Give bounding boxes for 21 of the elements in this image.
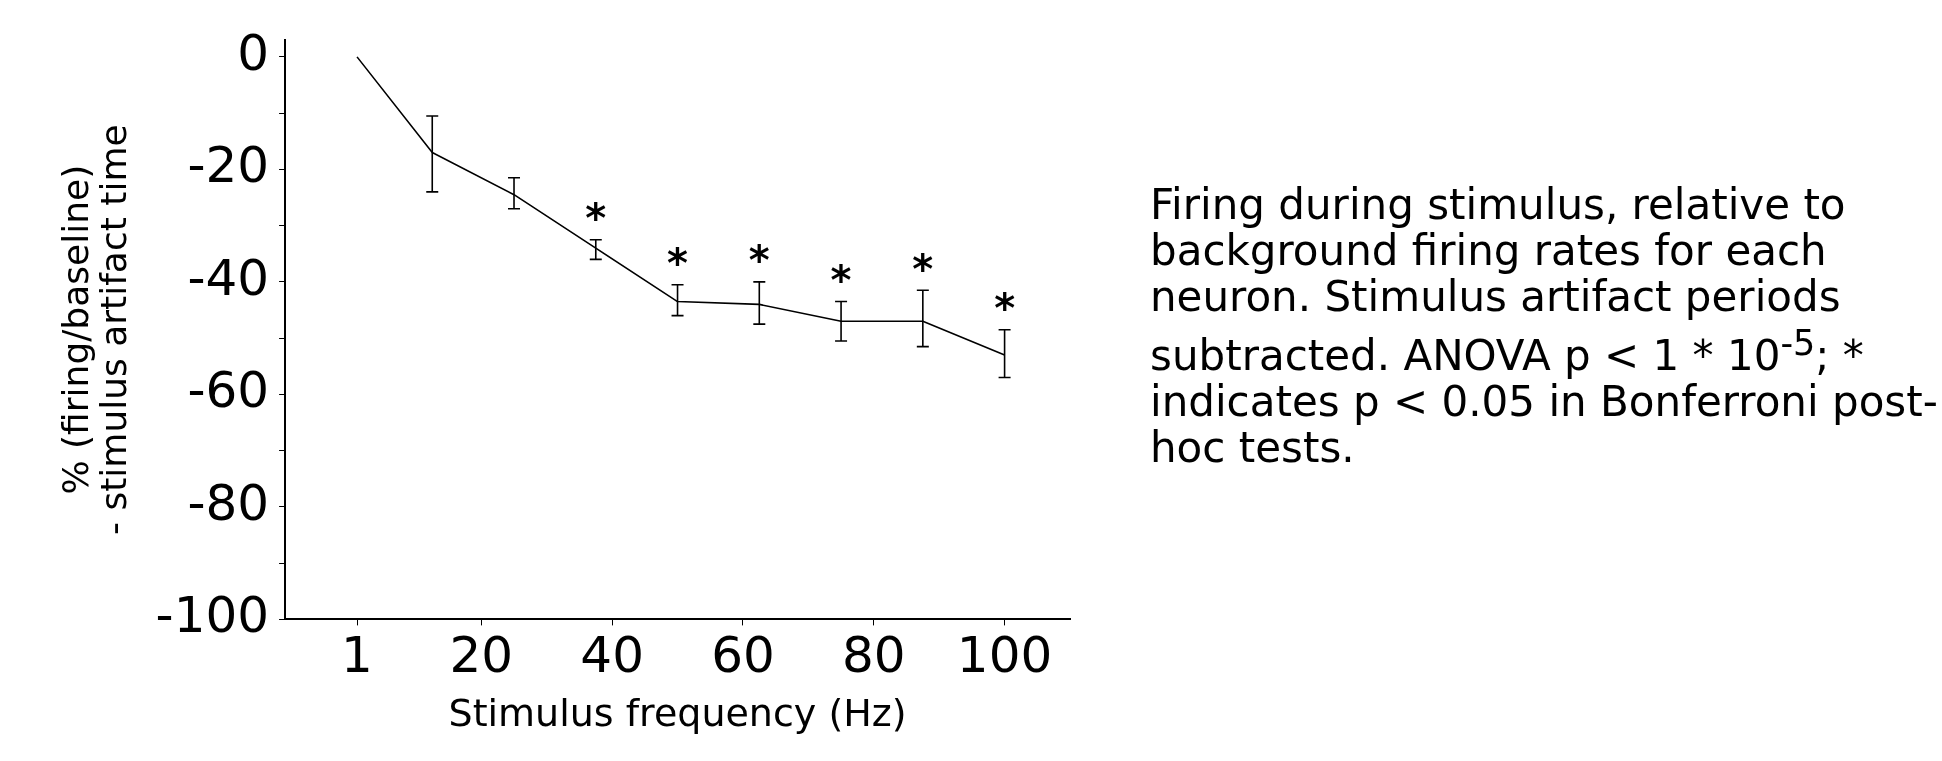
y-tick-label: -20 xyxy=(187,136,270,195)
x-tick-label: 20 xyxy=(449,626,514,685)
y-axis-title: % (firing/baseline) - stimulus artifact time xyxy=(55,124,135,535)
y-tick-label: 0 xyxy=(237,23,270,82)
y-tick-label: -40 xyxy=(187,248,270,307)
annotation: * xyxy=(585,195,607,242)
annotation: * xyxy=(994,285,1016,332)
y-tick-label: -60 xyxy=(187,361,270,420)
text: Firing during stimulus, relative to background firing rates for each neuron. Stimulus artifact periods subtracted. ANOVA p < 1 * 10$^{-5}$; * indicates p < 0.05 in Bonferroni post-hoc tests. xyxy=(1150,180,1939,472)
y-tick-label: -80 xyxy=(187,473,270,532)
annotation: * xyxy=(912,245,934,292)
x-tick-label: 80 xyxy=(841,626,906,685)
x-axis-title: Stimulus frequency (Hz) xyxy=(448,691,907,736)
annotation: * xyxy=(830,256,852,303)
annotation: * xyxy=(748,237,770,284)
x-tick-label: 60 xyxy=(711,626,775,685)
y-tick-label: -100 xyxy=(155,586,270,645)
x-tick-label: 1 xyxy=(341,626,373,685)
annotation: * xyxy=(667,240,689,287)
x-tick-label: 100 xyxy=(956,626,1053,685)
x-tick-label: 40 xyxy=(580,626,644,685)
